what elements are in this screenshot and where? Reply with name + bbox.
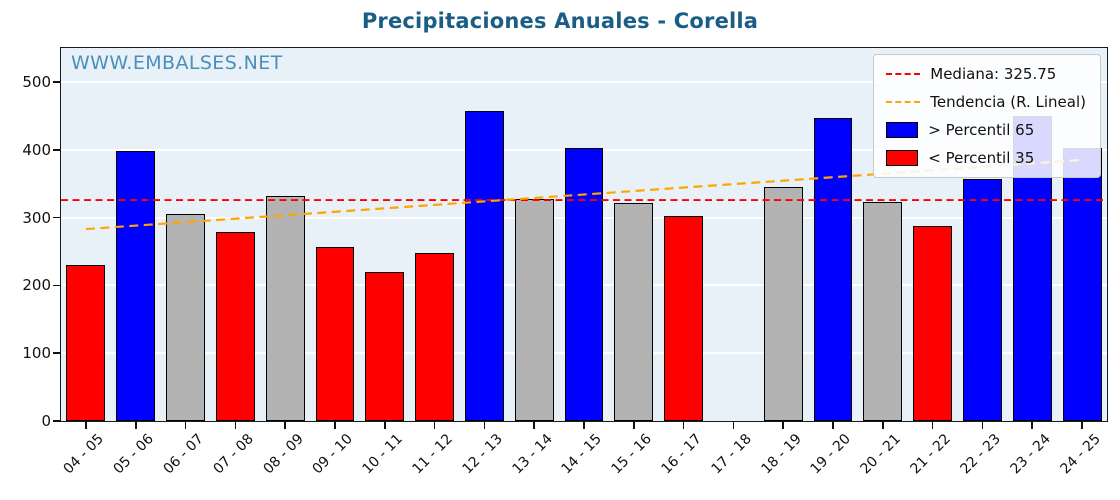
x-axis-tick-text: 22 - 23 [957, 431, 1004, 478]
plot-area: WWW.EMBALSES.NET Mediana: 325.75 Tendenc… [22, 47, 1108, 477]
y-axis-tick-label: 100 [22, 344, 51, 363]
y-axis-tick-label: 400 [22, 140, 51, 159]
bar [265, 195, 305, 421]
x-axis-tick-text: 20 - 21 [857, 431, 905, 478]
y-axis-tick-mark [53, 148, 61, 151]
y-axis-tick-label: 500 [22, 72, 51, 91]
x-axis-tick-mark [85, 421, 87, 429]
legend-item-above-p65: > Percentil 65 [886, 119, 1086, 141]
x-axis-tick-mark [682, 421, 685, 429]
legend-label: Tendencia (R. Lineal) [930, 93, 1086, 111]
x-axis-tick-text: 17 - 18 [708, 431, 755, 478]
y-axis-tick-mark [53, 81, 61, 83]
x-axis-tick-mark [284, 421, 286, 429]
x-axis-tick-text: 18 - 19 [758, 431, 805, 478]
x-axis-tick-text: 14 - 15 [558, 431, 606, 478]
watermark: WWW.EMBALSES.NET [71, 52, 283, 74]
bar [913, 226, 953, 421]
legend-item-median: Mediana: 325.75 [886, 63, 1086, 85]
x-axis-tick-mark [782, 421, 785, 429]
x-axis-tick-text: 05 - 06 [110, 431, 158, 478]
chart-title: Precipitaciones Anuales - Corella [361, 9, 759, 33]
x-axis-tick-text: 16 - 17 [658, 431, 705, 478]
x-axis-tick-text: 11 - 12 [409, 431, 456, 478]
bar [614, 202, 654, 421]
x-axis-tick-mark [533, 421, 535, 429]
legend-label: < Percentil 35 [928, 149, 1035, 167]
legend-item-trend: Tendencia (R. Lineal) [886, 91, 1086, 113]
y-axis-tick-mark [53, 420, 61, 422]
x-axis-tick-mark [832, 421, 834, 429]
y-axis-tick-label: 200 [22, 276, 51, 295]
y-axis-tick-label: 300 [22, 208, 51, 227]
blue-patch-sample [886, 122, 919, 138]
x-axis-tick-text: 12 - 13 [459, 431, 506, 478]
y-axis-tick-mark [53, 216, 61, 219]
x-axis-tick-text: 04 - 05 [60, 431, 108, 478]
bar [514, 199, 554, 421]
x-axis-tick-text: 21 - 22 [907, 431, 954, 478]
median-line-sample [886, 73, 921, 75]
x-axis-tick-mark [1081, 421, 1083, 429]
bar [166, 214, 205, 421]
x-axis-tick-mark [383, 421, 386, 429]
bar [116, 151, 156, 421]
y-axis-tick-mark [53, 284, 61, 287]
bar [1062, 148, 1102, 421]
x-axis-tick-text: 24 - 25 [1057, 431, 1104, 478]
x-axis-tick-text: 09 - 10 [309, 431, 357, 478]
x-axis-tick-mark [732, 421, 735, 429]
x-axis-tick-mark [1031, 421, 1034, 429]
x-axis-tick-mark [234, 421, 237, 429]
bar [66, 265, 106, 421]
x-axis-tick-text: 23 - 24 [1007, 431, 1054, 478]
x-axis-tick-mark [433, 421, 436, 429]
bar [813, 117, 853, 421]
bar [415, 253, 454, 421]
trend-line-sample [886, 101, 921, 103]
legend-label: Mediana: 325.75 [930, 65, 1057, 83]
x-axis-tick-text: 10 - 11 [359, 431, 407, 478]
x-axis-tick-text: 19 - 20 [807, 431, 855, 478]
bar [763, 187, 803, 421]
bar [365, 272, 405, 421]
x-axis-tick-mark [633, 421, 635, 429]
x-axis-tick-text: 07 - 08 [210, 431, 257, 478]
x-axis-tick-mark [134, 421, 137, 429]
x-axis-tick-text: 15 - 16 [608, 431, 656, 478]
x-axis-tick-mark [981, 421, 984, 429]
x-axis-tick-mark [583, 421, 585, 429]
bar [315, 247, 355, 421]
x-axis-tick-mark [931, 421, 934, 429]
x-axis-tick-text: 06 - 07 [160, 431, 207, 478]
legend-label: > Percentil 65 [928, 121, 1035, 139]
y-axis-tick-label: 0 [41, 412, 51, 430]
x-axis-tick-mark [483, 421, 486, 429]
bar [215, 232, 255, 421]
bar [564, 147, 604, 421]
legend: Mediana: 325.75 Tendencia (R. Lineal) > … [873, 54, 1101, 178]
x-axis-tick-text: 13 - 14 [509, 431, 556, 478]
red-patch-sample [886, 150, 919, 166]
bar [863, 201, 903, 421]
bar [963, 178, 1002, 421]
bar [464, 111, 504, 421]
legend-item-below-p35: < Percentil 35 [886, 147, 1086, 169]
x-axis-tick-mark [184, 421, 187, 429]
x-axis-tick-mark [882, 421, 884, 429]
x-axis-tick-mark [334, 421, 336, 429]
y-axis-tick-mark [53, 352, 61, 354]
bar [664, 215, 704, 421]
gridline [61, 80, 1107, 83]
x-axis-tick-text: 08 - 09 [260, 431, 307, 478]
